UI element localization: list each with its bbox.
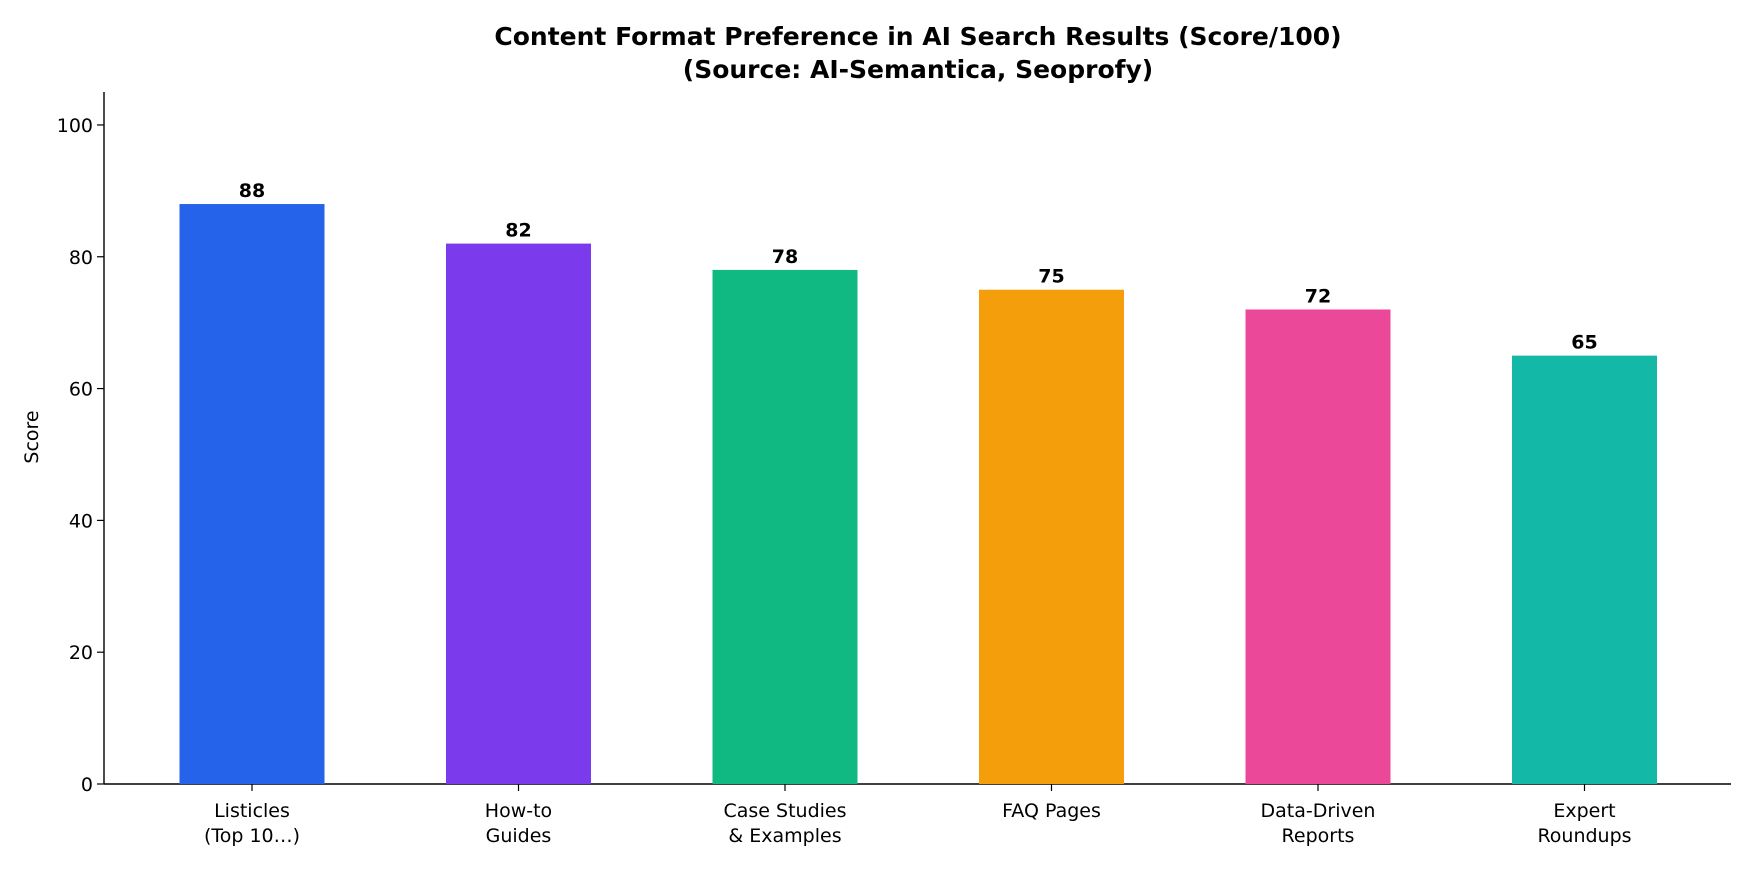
value-label: 82 bbox=[505, 220, 531, 242]
bar bbox=[712, 269, 858, 784]
value-label: 65 bbox=[1571, 332, 1597, 354]
value-label: 75 bbox=[1038, 266, 1064, 288]
y-tick-label: 60 bbox=[69, 379, 93, 401]
value-label: 88 bbox=[239, 180, 265, 202]
bar bbox=[1245, 309, 1391, 784]
x-tick-label: Expert Roundups bbox=[1537, 800, 1631, 847]
chart-title: Content Format Preference in AI Search R… bbox=[494, 22, 1341, 84]
y-axis-label: Score bbox=[21, 410, 43, 463]
x-tick-label: Listicles (Top 10…) bbox=[204, 800, 300, 847]
bar bbox=[446, 243, 591, 785]
value-label: 78 bbox=[772, 246, 798, 268]
y-tick-label: 100 bbox=[57, 115, 93, 137]
bar bbox=[979, 289, 1124, 784]
y-tick-label: 80 bbox=[69, 247, 93, 269]
value-label: 72 bbox=[1305, 285, 1331, 307]
y-tick-label: 20 bbox=[69, 642, 93, 664]
x-tick-label: Data-Driven Reports bbox=[1261, 800, 1376, 847]
y-tick-label: 40 bbox=[69, 510, 93, 532]
x-tick-label: Case Studies & Examples bbox=[723, 800, 846, 847]
x-tick-label: How-to Guides bbox=[485, 800, 552, 847]
bar bbox=[179, 204, 325, 785]
bar bbox=[1512, 355, 1657, 784]
x-tick-label: FAQ Pages bbox=[1002, 800, 1101, 822]
y-tick-label: 0 bbox=[81, 774, 93, 796]
